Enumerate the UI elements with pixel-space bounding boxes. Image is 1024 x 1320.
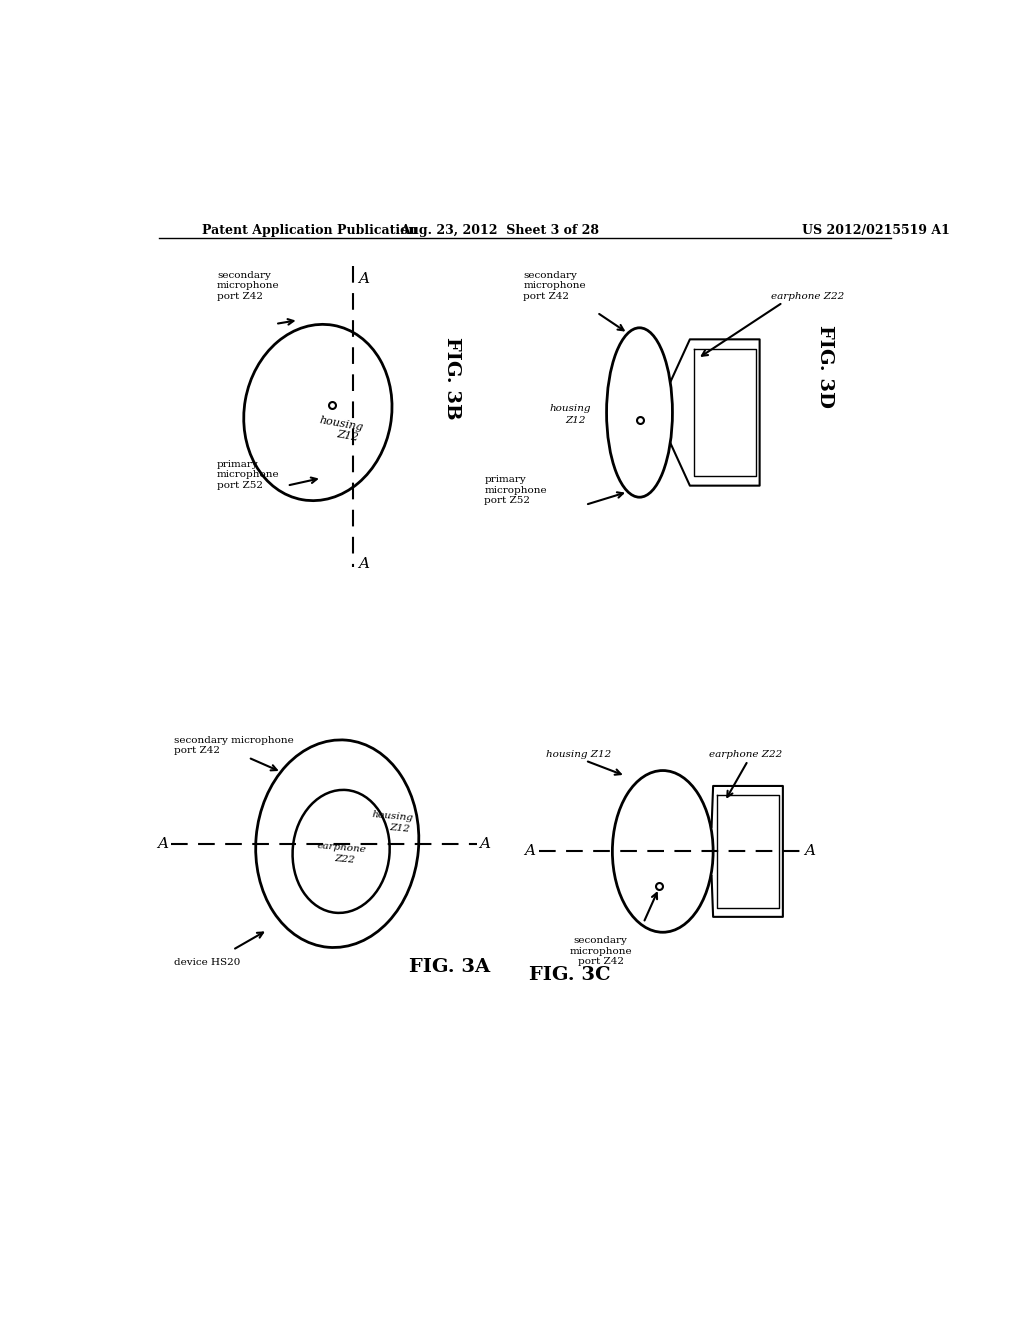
Text: housing Z12: housing Z12	[547, 750, 611, 759]
Text: secondary microphone
port Z42: secondary microphone port Z42	[174, 735, 294, 755]
Text: FIG. 3B: FIG. 3B	[443, 337, 461, 420]
Text: primary
microphone
port Z52: primary microphone port Z52	[217, 459, 280, 490]
Text: Z12: Z12	[336, 429, 359, 442]
Text: A: A	[358, 557, 370, 572]
Text: Z22: Z22	[335, 854, 355, 865]
Text: earphone Z22: earphone Z22	[710, 750, 782, 759]
Text: A: A	[805, 845, 815, 858]
Text: earphone: earphone	[316, 841, 367, 854]
Text: Patent Application Publication: Patent Application Publication	[202, 224, 417, 236]
Text: A: A	[158, 837, 168, 850]
Text: primary
microphone
port Z52: primary microphone port Z52	[484, 475, 547, 506]
Text: housing: housing	[549, 404, 591, 413]
Text: housing: housing	[318, 416, 364, 433]
Text: A: A	[524, 845, 536, 858]
Text: secondary
microphone
port Z42: secondary microphone port Z42	[217, 271, 280, 301]
Text: earphone Z22: earphone Z22	[771, 292, 845, 301]
Text: A: A	[358, 272, 370, 286]
Text: FIG. 3A: FIG. 3A	[409, 958, 490, 975]
Text: secondary
microphone
port Z42: secondary microphone port Z42	[523, 271, 586, 301]
Text: A: A	[479, 837, 490, 850]
Text: device HS20: device HS20	[174, 958, 241, 966]
Text: housing: housing	[372, 810, 414, 824]
Text: Z12: Z12	[565, 416, 586, 425]
Text: US 2012/0215519 A1: US 2012/0215519 A1	[802, 224, 950, 236]
Text: secondary
microphone
port Z42: secondary microphone port Z42	[569, 936, 632, 966]
Text: FIG. 3C: FIG. 3C	[529, 966, 610, 983]
Text: Aug. 23, 2012  Sheet 3 of 28: Aug. 23, 2012 Sheet 3 of 28	[400, 224, 599, 236]
Text: FIG. 3D: FIG. 3D	[816, 325, 835, 408]
Text: Z12: Z12	[389, 822, 410, 834]
